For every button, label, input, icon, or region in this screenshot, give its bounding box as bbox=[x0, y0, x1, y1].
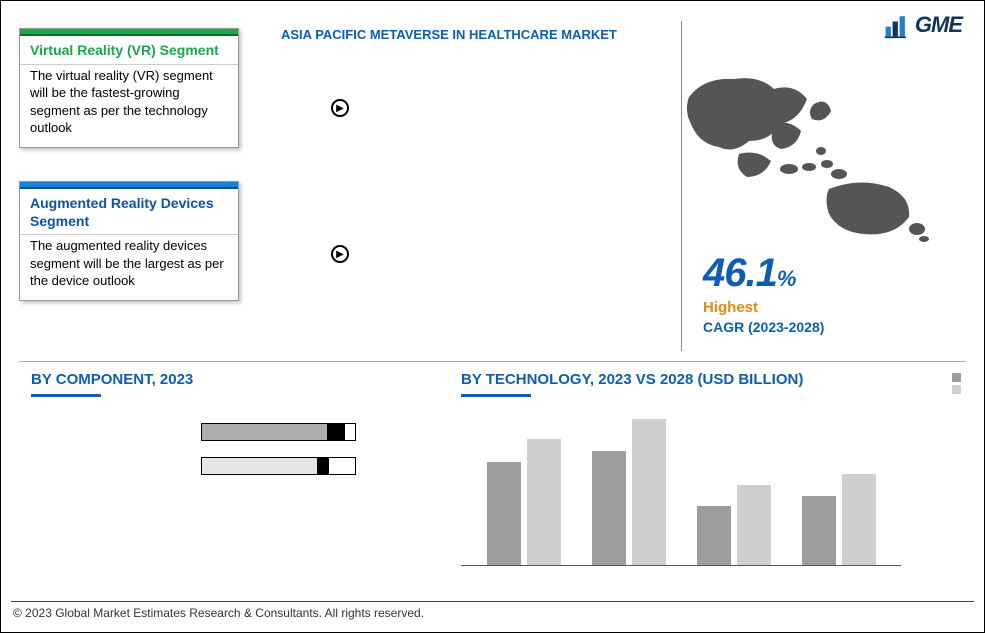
section-underline bbox=[31, 394, 101, 397]
section-title: BY COMPONENT, 2023 bbox=[31, 371, 193, 388]
segment-card-ar-devices: Augmented Reality Devices Segment The au… bbox=[19, 181, 239, 301]
footer-divider bbox=[11, 601, 974, 602]
segment-body: The augmented reality devices segment wi… bbox=[20, 234, 238, 300]
logo-text: GME bbox=[915, 12, 962, 38]
vbar bbox=[527, 439, 561, 565]
component-hbar-chart bbox=[201, 421, 361, 489]
vbar bbox=[697, 506, 731, 565]
page-title: ASIA PACIFIC METAVERSE IN HEALTHCARE MAR… bbox=[281, 27, 617, 42]
segment-accent-bar bbox=[20, 182, 238, 189]
technology-vbar-chart bbox=[461, 406, 901, 566]
vbar bbox=[842, 474, 876, 565]
vbar bbox=[487, 462, 521, 565]
horizontal-divider bbox=[19, 361, 966, 362]
cagr-number: 46.1 bbox=[703, 251, 777, 295]
section-title: BY TECHNOLOGY, 2023 VS 2028 (USD BILLION… bbox=[461, 371, 803, 388]
cagr-label-period: CAGR (2023-2028) bbox=[703, 319, 824, 335]
segment-title: Augmented Reality Devices Segment bbox=[20, 189, 238, 234]
segment-accent-bar bbox=[20, 29, 238, 36]
vbar-group bbox=[689, 485, 779, 565]
vbar bbox=[737, 485, 771, 565]
cagr-value: 46.1% bbox=[703, 251, 796, 296]
bullet-icon: ▶ bbox=[331, 99, 349, 117]
section-by-component: BY COMPONENT, 2023 bbox=[31, 371, 193, 397]
vbar bbox=[592, 451, 626, 565]
copyright-text: © 2023 Global Market Estimates Research … bbox=[13, 606, 424, 620]
hbar-row bbox=[201, 455, 361, 477]
legend-item bbox=[952, 385, 966, 394]
chart-legend bbox=[952, 373, 966, 397]
cagr-percent-sign: % bbox=[777, 266, 797, 291]
cagr-label-highest: Highest bbox=[703, 299, 758, 316]
vbar-group bbox=[794, 474, 884, 565]
vbar-group bbox=[479, 439, 569, 565]
legend-item bbox=[952, 373, 966, 382]
bullet-icon: ▶ bbox=[331, 245, 349, 263]
logo-bars-icon bbox=[883, 11, 911, 39]
hbar-row bbox=[201, 421, 361, 443]
vbar bbox=[802, 496, 836, 565]
vbar bbox=[632, 419, 666, 565]
section-by-technology: BY TECHNOLOGY, 2023 VS 2028 (USD BILLION… bbox=[461, 371, 803, 397]
vbar-group bbox=[584, 419, 674, 565]
segment-card-vr: Virtual Reality (VR) Segment The virtual… bbox=[19, 28, 239, 148]
brand-logo: GME bbox=[883, 11, 962, 39]
segment-title: Virtual Reality (VR) Segment bbox=[20, 36, 238, 64]
segment-body: The virtual reality (VR) segment will be… bbox=[20, 64, 238, 147]
asia-pacific-map-icon bbox=[679, 69, 934, 244]
section-underline bbox=[461, 394, 531, 397]
